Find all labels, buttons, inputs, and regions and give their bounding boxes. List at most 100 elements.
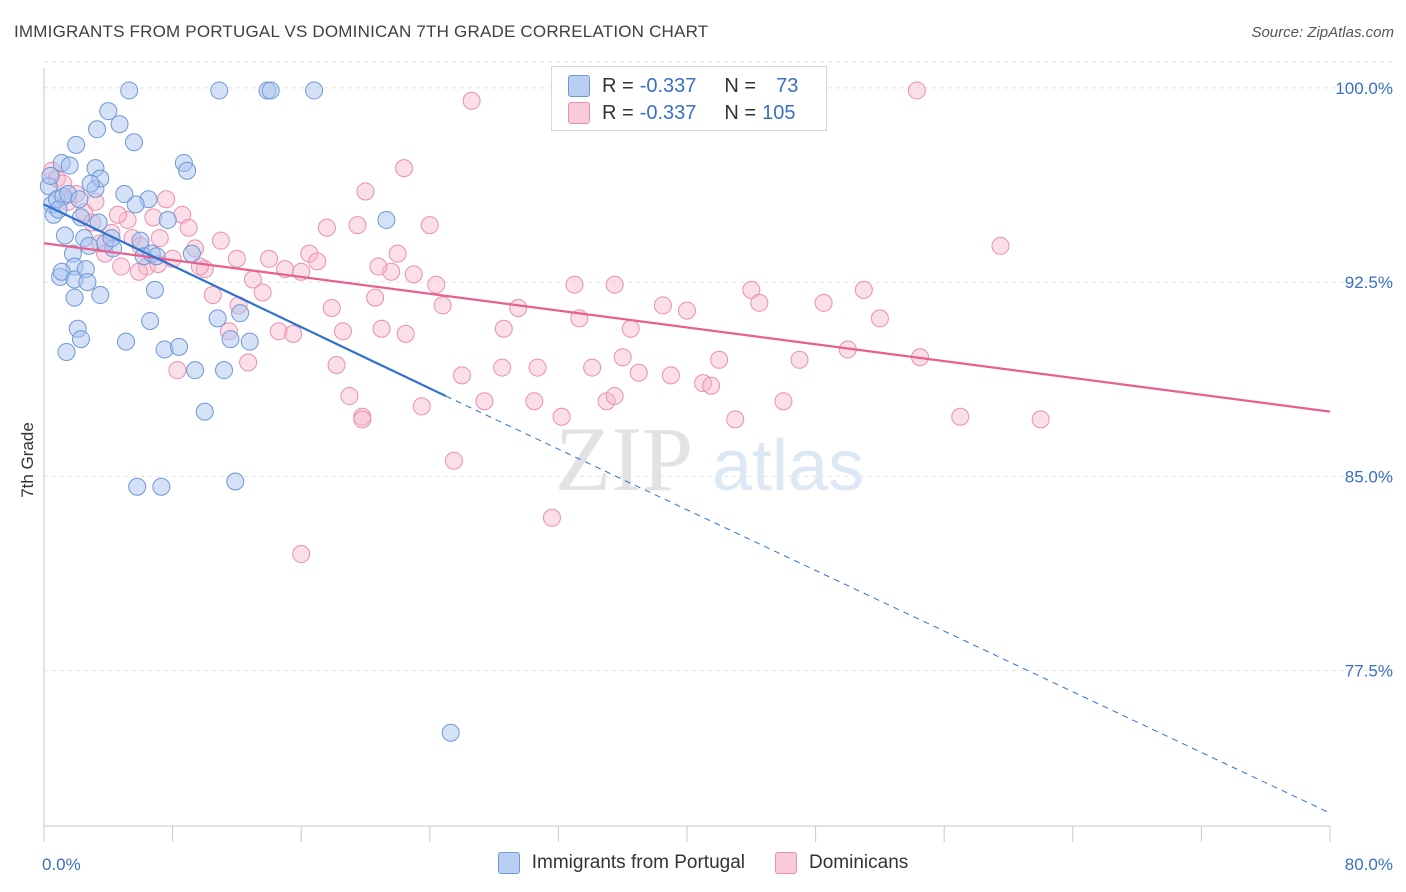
data-point-dominicans <box>239 353 258 372</box>
x-tick-label: 80.0% <box>1345 855 1393 874</box>
legend-r-value: -0.337 <box>639 101 697 124</box>
trend-lines <box>43 203 1331 814</box>
data-point-dominicans <box>991 236 1010 255</box>
data-point-dominicans <box>462 91 481 110</box>
data-point-portugal <box>186 361 205 380</box>
data-point-portugal <box>81 174 100 193</box>
data-point-dominicans <box>179 218 198 237</box>
chart-title: IMMIGRANTS FROM PORTUGAL VS DOMINICAN 7T… <box>14 22 709 41</box>
data-point-portugal <box>178 161 197 180</box>
data-point-portugal <box>99 102 118 121</box>
data-point-dominicans <box>542 508 561 527</box>
data-point-portugal <box>120 81 139 100</box>
legend-n-value: 73 <box>776 74 799 97</box>
data-point-dominicans <box>427 275 446 294</box>
data-point-dominicans <box>396 324 415 343</box>
data-point-dominicans <box>203 286 222 305</box>
legend-row-portugal: R = -0.337 N = 73 <box>568 74 798 98</box>
data-point-dominicans <box>308 252 327 271</box>
data-point-dominicans <box>292 545 311 564</box>
legend-swatch-pink <box>568 102 590 124</box>
watermark-zip: ZIP <box>555 408 693 510</box>
data-point-portugal <box>115 185 134 204</box>
data-point-dominicans <box>353 410 372 429</box>
data-point-portugal <box>208 309 227 328</box>
data-point-dominicans <box>629 363 648 382</box>
data-point-portugal <box>116 332 135 351</box>
data-point-dominicans <box>621 319 640 338</box>
data-point-dominicans <box>112 257 131 276</box>
data-point-portugal <box>128 477 147 496</box>
legend-n-label: N = <box>724 74 757 97</box>
data-point-dominicans <box>348 216 367 235</box>
series-legend: Immigrants from Portugal Dominicans <box>0 852 1406 874</box>
legend-r-value: -0.337 <box>639 74 697 97</box>
data-point-dominicans <box>528 358 547 377</box>
data-point-dominicans <box>710 350 729 369</box>
data-point-dominicans <box>907 81 926 100</box>
data-point-portugal <box>78 273 97 292</box>
data-point-portugal <box>170 337 189 356</box>
data-point-portugal <box>231 304 250 323</box>
data-point-portugal <box>441 723 460 742</box>
data-point-dominicans <box>661 366 680 385</box>
data-point-dominicans <box>366 288 385 307</box>
data-point-portugal <box>60 156 79 175</box>
data-point-portugal <box>240 332 259 351</box>
data-point-dominicans <box>395 159 414 178</box>
data-point-portugal <box>91 286 110 305</box>
data-point-dominicans <box>388 244 407 263</box>
data-point-dominicans <box>269 322 288 341</box>
data-point-portugal <box>215 361 234 380</box>
legend-swatch-blue <box>497 852 520 874</box>
legend-label-dominicans: Dominicans <box>809 852 909 873</box>
data-point-dominicans <box>1031 410 1050 429</box>
data-point-dominicans <box>253 283 272 302</box>
data-point-dominicans <box>129 262 148 281</box>
data-point-dominicans <box>317 218 336 237</box>
data-point-dominicans <box>475 392 494 411</box>
data-point-dominicans <box>702 376 721 395</box>
legend-n-label: N = <box>724 101 757 124</box>
data-point-dominicans <box>420 216 439 235</box>
data-point-dominicans <box>854 280 873 299</box>
data-point-dominicans <box>613 348 632 367</box>
y-tick-label: 77.5% <box>1345 662 1393 681</box>
data-point-portugal <box>182 244 201 263</box>
data-point-dominicans <box>605 275 624 294</box>
data-point-portugal <box>152 477 171 496</box>
data-point-portugal <box>125 133 144 152</box>
data-point-portugal <box>195 402 214 421</box>
data-point-dominicans <box>322 299 341 317</box>
data-point-portugal <box>80 236 99 255</box>
legend-r-label: R = <box>602 74 634 97</box>
data-point-portugal <box>57 343 76 362</box>
trend-line-portugal-extension <box>445 395 1331 814</box>
data-point-portugal <box>88 120 107 139</box>
data-point-dominicans <box>157 190 176 209</box>
data-point-portugal <box>210 81 229 100</box>
data-point-dominicans <box>333 322 352 341</box>
data-point-dominicans <box>108 205 127 224</box>
data-point-portugal <box>67 135 86 154</box>
series-dominicans <box>43 81 1050 564</box>
data-point-dominicans <box>583 358 602 377</box>
data-point-portugal <box>145 280 164 299</box>
data-point-dominicans <box>565 275 584 294</box>
data-point-dominicans <box>260 249 279 268</box>
data-point-dominicans <box>118 210 137 229</box>
data-point-dominicans <box>493 358 512 377</box>
watermark: ZIP atlas <box>555 408 864 510</box>
data-point-dominicans <box>372 319 391 338</box>
data-point-dominicans <box>509 299 528 317</box>
data-point-dominicans <box>742 280 761 299</box>
data-point-dominicans <box>494 319 513 338</box>
data-point-dominicans <box>552 407 571 426</box>
y-tick-label: 100.0% <box>1335 79 1393 98</box>
data-point-dominicans <box>356 182 375 201</box>
data-point-dominicans <box>168 361 187 380</box>
data-point-dominicans <box>726 410 745 429</box>
x-tick-label: 0.0% <box>42 855 81 874</box>
legend-item-dominicans: Dominicans <box>775 852 908 874</box>
